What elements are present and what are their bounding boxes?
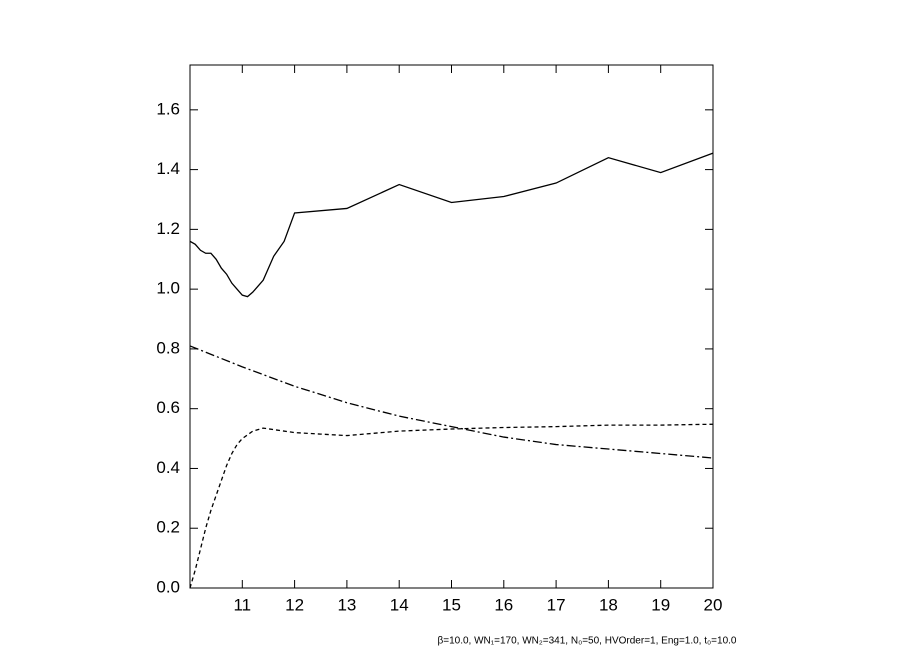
- x-tick-label: 14: [390, 595, 409, 614]
- x-tick-label: 13: [337, 595, 356, 614]
- y-tick-label: 1.0: [156, 279, 180, 298]
- annotation: β=10.0, WN₁=170, WN₂=341, N₀=50, HVOrder…: [438, 636, 737, 647]
- x-tick-label: 18: [599, 595, 618, 614]
- x-tick-label: 20: [704, 595, 723, 614]
- y-tick-label: 1.6: [156, 99, 180, 118]
- x-tick-label: 15: [442, 595, 461, 614]
- data-line: [189, 152, 714, 298]
- y-tick-label: 0.8: [156, 338, 180, 357]
- y-tick-label: 0.6: [156, 398, 180, 417]
- y-tick-label: 0.0: [156, 577, 180, 596]
- y-tick-label: 1.4: [156, 159, 180, 178]
- x-tick-label: 16: [494, 595, 513, 614]
- x-tick-label: 19: [651, 595, 670, 614]
- data-line: [189, 345, 714, 459]
- plot-frame: [189, 64, 714, 589]
- x-tick-label: 12: [285, 595, 304, 614]
- y-tick-label: 0.2: [156, 518, 180, 537]
- x-tick-label: 11: [233, 595, 251, 614]
- x-tick-label: 17: [547, 595, 566, 614]
- data-line: [189, 423, 714, 589]
- y-tick-label: 1.2: [156, 219, 180, 238]
- y-tick-label: 0.4: [156, 458, 180, 477]
